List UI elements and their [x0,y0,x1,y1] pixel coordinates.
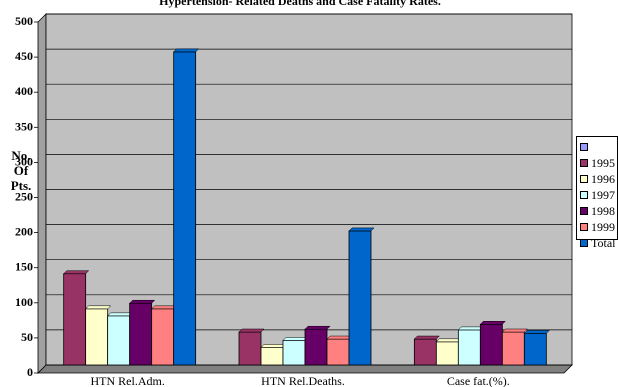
legend-swatch [580,223,588,231]
y-axis-label-line-3: Pts. [10,178,32,193]
bar-top [435,338,462,343]
bar-top [238,328,265,333]
bar-top [501,328,528,333]
y-tick-label: 150 [15,260,33,274]
y-tick-label: 0 [27,365,33,379]
bar-top [173,48,200,53]
legend-label: 1998 [591,203,615,218]
bar [238,331,262,366]
bar-top [151,305,178,310]
chart-title: Hypertension- Related Deaths and Case Fa… [159,0,441,8]
bar [413,338,437,366]
y-tick-label: 300 [15,154,33,168]
x-tick-label: Case fat.(%). [447,374,510,387]
bar [501,331,525,366]
legend-label: 1997 [591,187,615,202]
y-tick-label: 250 [15,190,33,204]
bar [435,341,459,366]
y-tick-label: 100 [15,295,33,309]
plot-floor [37,364,573,374]
bar-top [63,270,90,274]
y-axis-label-line-2: Of [13,163,29,178]
bar [129,302,153,366]
bar-top [129,299,156,304]
bar [326,338,350,366]
bar [523,333,547,366]
bar-top [413,335,440,340]
legend-label: 1995 [591,155,615,170]
bar [260,347,284,366]
legend-swatch [580,143,588,151]
bar-top [479,321,506,325]
legend: 1995 1996 1997 1998 1999 Total [576,136,618,250]
y-tick-label: 350 [15,119,33,133]
y-tick-label: 200 [15,225,33,239]
legend-label: 1999 [591,219,615,234]
legend-swatch [580,239,588,247]
legend-item: 1996 [580,171,617,187]
bar-top [107,312,134,317]
y-tick-label: 500 [15,14,33,28]
x-tick-label: HTN Rel.Deaths. [261,374,345,387]
legend-swatch [580,207,588,215]
bar [282,340,306,366]
legend-item: 1998 [580,203,617,219]
y-tick-label: 450 [15,49,33,63]
bar-top [348,227,375,232]
bar-top [523,330,550,334]
bar-top [457,326,484,331]
y-tick-label: 400 [15,84,33,98]
legend-item: 1999 [580,219,617,235]
legend-swatch [580,159,588,167]
bar [151,308,175,366]
bar [107,315,131,366]
legend-swatch [580,191,588,199]
legend-item: 1997 [580,187,617,203]
legend-item [580,139,617,155]
x-tick-label: HTN Rel.Adm. [91,374,165,387]
bar [479,323,503,366]
bar [457,329,481,366]
bar [348,230,372,366]
bar [85,308,109,366]
legend-label: Total [591,235,616,250]
bar-top [260,344,287,348]
bar [63,273,87,366]
bar [304,328,328,366]
legend-item: 1995 [580,155,617,171]
bar-top [85,305,112,310]
y-axis-label-line-1: No. [11,148,31,163]
bar-top [282,337,309,341]
y-tick-label: 50 [21,330,33,344]
bar [173,51,197,366]
legend-item: Total [580,235,617,251]
bar-top [326,335,353,340]
legend-label: 1996 [591,171,615,186]
bar-top [304,325,331,330]
plot-side-wall [37,13,47,374]
y-axis-label: No. Of Pts. [2,148,40,193]
legend-swatch [580,175,588,183]
